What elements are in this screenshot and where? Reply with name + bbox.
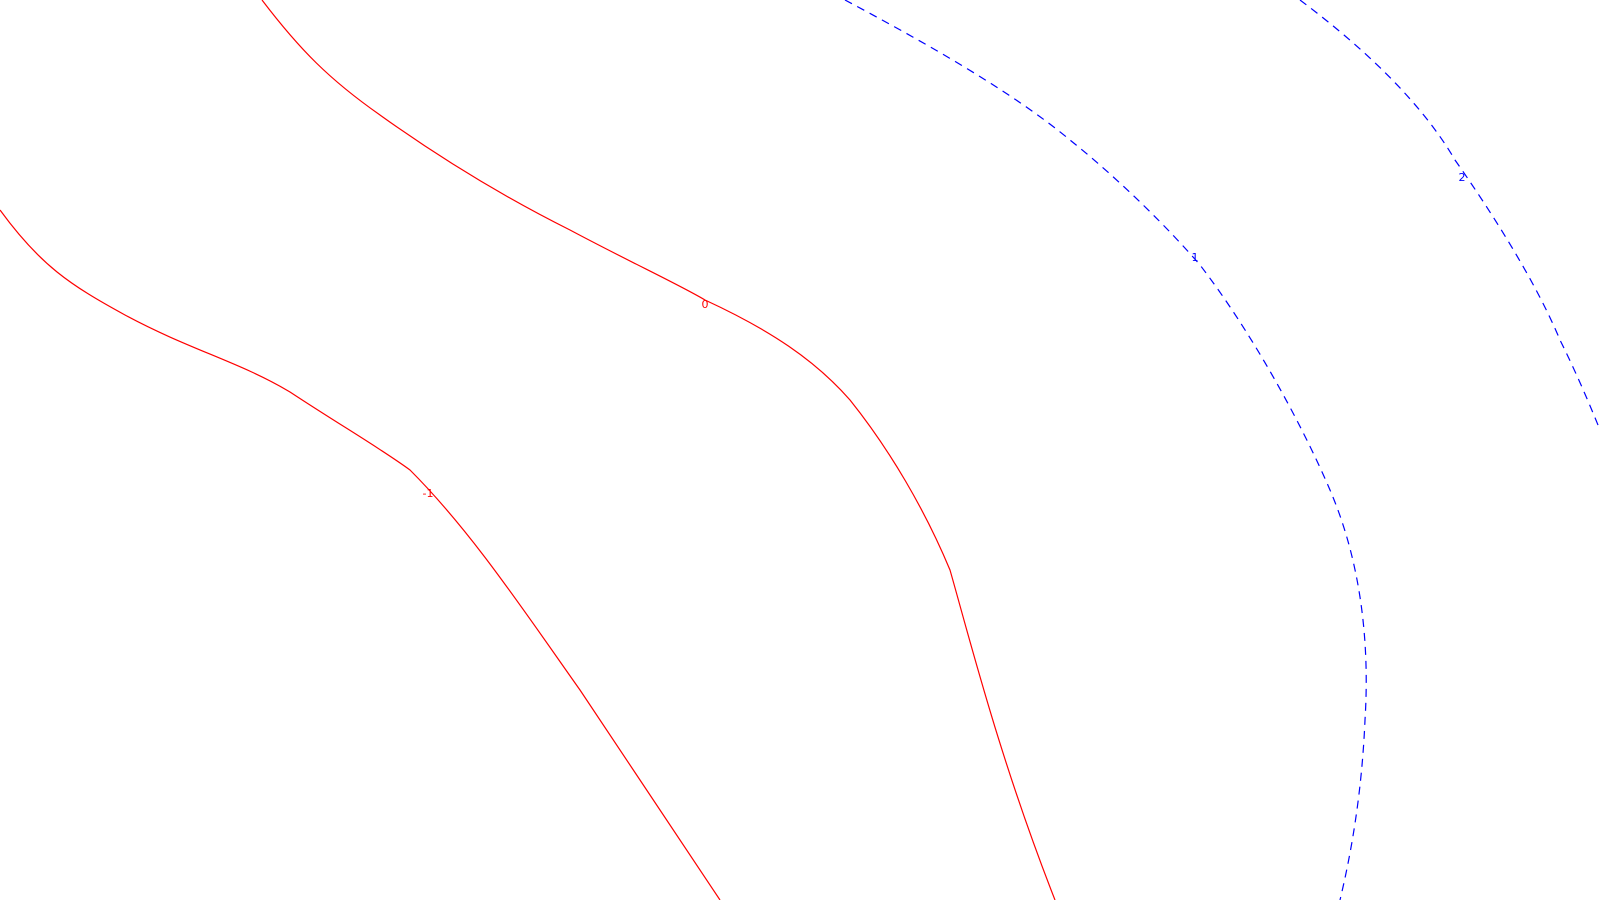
contour-level-neg1: -1 (0, 209, 721, 900)
contour-label-2: 2 (1459, 171, 1466, 184)
contour-level-1: 1 (844, 0, 1367, 900)
contour-line-2 (1299, 0, 1600, 431)
contour-line-neg1 (0, 209, 721, 900)
contour-line-1 (844, 0, 1367, 900)
contour-line-0 (261, 0, 1056, 900)
contour-level-2: 2 (1299, 0, 1600, 431)
contour-level-0: 0 (261, 0, 1056, 900)
contour-label-neg1: -1 (423, 487, 434, 500)
contour-label-1: 1 (1192, 251, 1199, 264)
contour-label-0: 0 (702, 298, 709, 311)
